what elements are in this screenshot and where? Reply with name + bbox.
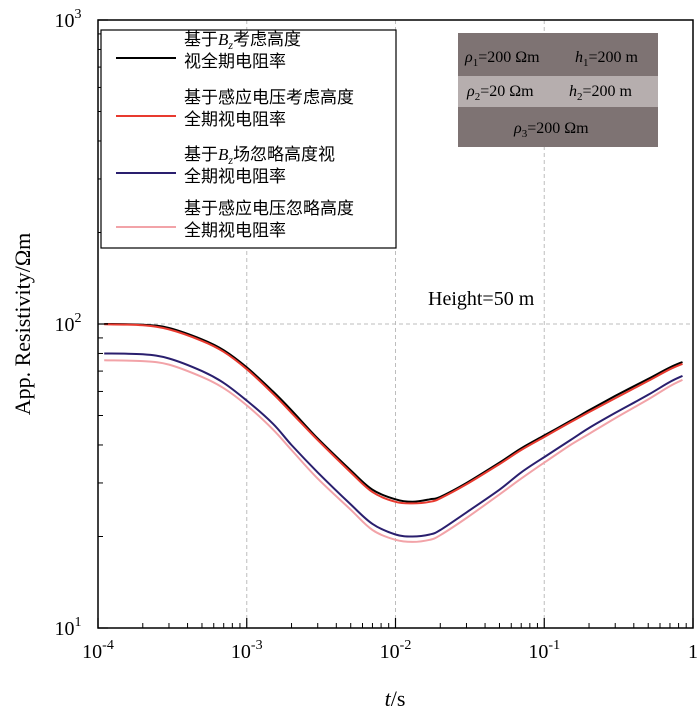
series-line-1 bbox=[104, 323, 683, 503]
series-group bbox=[104, 323, 683, 543]
legend-text-part: 场忽略高度视 bbox=[233, 145, 335, 164]
series-line-2 bbox=[104, 323, 683, 505]
rho-symbol: ρ bbox=[466, 83, 475, 100]
x-label-unit: /s bbox=[391, 686, 406, 711]
series-line-3 bbox=[104, 352, 683, 538]
layer1-rect bbox=[458, 33, 658, 76]
y-tick-base: 10 bbox=[55, 618, 75, 640]
h-value: =200 m bbox=[589, 49, 639, 66]
layer1-label-thickness: h1=200 m bbox=[575, 49, 639, 69]
legend-var-sub: z bbox=[227, 153, 233, 167]
x-tick-exponent: -2 bbox=[400, 638, 412, 653]
x-tick-label: 10-4 bbox=[82, 638, 114, 663]
legend-label-1: 基于Bz考虑高度 bbox=[184, 30, 301, 52]
h-value: =200 m bbox=[583, 83, 633, 100]
h-subscript: 2 bbox=[577, 91, 583, 103]
x-tick-base: 1 bbox=[688, 641, 698, 663]
x-tick-base: 10 bbox=[380, 641, 400, 663]
legend-var: B bbox=[218, 30, 229, 49]
legend-box bbox=[100, 29, 397, 249]
rho-value: =200 Ωm bbox=[527, 120, 589, 137]
h-symbol: h bbox=[575, 49, 583, 66]
rho-subscript: 1 bbox=[473, 57, 479, 69]
y-tick-label: 103 bbox=[55, 7, 82, 32]
legend-text-part: 基于 bbox=[184, 30, 218, 49]
rho-symbol: ρ bbox=[513, 120, 522, 137]
x-tick-base: 10 bbox=[82, 641, 102, 663]
rho-value: =20 Ωm bbox=[480, 83, 534, 100]
y-tick-label: 102 bbox=[55, 311, 82, 336]
legend-text-part: 考虑高度 bbox=[233, 30, 301, 49]
series-line-4 bbox=[104, 359, 683, 543]
legend-text-part: 全期视电阻率 bbox=[184, 110, 286, 129]
legend-text-part: 视全期电阻率 bbox=[184, 52, 286, 71]
legend-text-part: 基于 bbox=[184, 145, 218, 164]
y-tick-exponent: 2 bbox=[75, 311, 82, 326]
legend-var: B bbox=[218, 145, 229, 164]
legend-label-2: 全期视电阻率 bbox=[184, 110, 286, 129]
h-symbol: h bbox=[569, 83, 577, 100]
rho-value: =200 Ωm bbox=[478, 49, 540, 66]
layer-model: ρ1=200 Ωm h1=200 mρ2=20 Ωm h2=200 mρ3=200 … bbox=[458, 33, 658, 147]
x-tick-label: 10-1 bbox=[528, 638, 560, 663]
y-tick-exponent: 3 bbox=[75, 7, 82, 22]
x-tick-base: 10 bbox=[231, 641, 251, 663]
x-label-var: t bbox=[385, 686, 392, 711]
legend-label-4: 基于感应电压忽略高度 bbox=[184, 199, 354, 218]
x-tick-label: 10-2 bbox=[380, 638, 412, 663]
legend-label-4: 全期视电阻率 bbox=[184, 221, 286, 240]
rho-symbol: ρ bbox=[464, 49, 473, 66]
height-annotation: Height=50 m bbox=[428, 288, 535, 310]
layer1-label: ρ1=200 Ωm bbox=[464, 49, 540, 69]
y-tick-base: 10 bbox=[55, 314, 75, 336]
x-tick-base: 10 bbox=[528, 641, 548, 663]
x-tick-exponent: -1 bbox=[548, 638, 560, 653]
rho-subscript: 3 bbox=[522, 128, 528, 140]
legend-label-3: 基于Bz场忽略高度视 bbox=[184, 145, 335, 167]
legend-label-1: 视全期电阻率 bbox=[184, 52, 286, 71]
legend-text-part: 基于感应电压考虑高度 bbox=[184, 88, 354, 107]
legend-text-part: 基于感应电压忽略高度 bbox=[184, 199, 354, 218]
y-tick-base: 10 bbox=[55, 10, 75, 32]
y-tick-label: 101 bbox=[55, 615, 82, 640]
y-tick-exponent: 1 bbox=[75, 615, 82, 630]
legend-label-2: 基于感应电压考虑高度 bbox=[184, 88, 354, 107]
x-tick-exponent: -4 bbox=[102, 638, 114, 653]
layer2-label: ρ2=20 Ωm bbox=[466, 83, 534, 103]
legend-text-part: 全期视电阻率 bbox=[184, 167, 286, 186]
x-tick-label: 1 bbox=[688, 641, 698, 663]
legend-label-3: 全期视电阻率 bbox=[184, 167, 286, 186]
rho-subscript: 2 bbox=[475, 91, 481, 103]
legend: 基于Bz考虑高度视全期电阻率基于感应电压考虑高度全期视电阻率基于Bz场忽略高度视… bbox=[100, 29, 397, 249]
legend-var-sub: z bbox=[227, 38, 233, 52]
layer3-rect bbox=[458, 107, 658, 147]
layer2-rect bbox=[458, 76, 658, 107]
legend-text-part: 全期视电阻率 bbox=[184, 221, 286, 240]
x-axis-label: t/s bbox=[385, 686, 406, 711]
x-tick-label: 10-3 bbox=[231, 638, 263, 663]
h-subscript: 1 bbox=[583, 57, 589, 69]
y-axis-label: App. Resistivity/Ωm bbox=[10, 233, 35, 416]
x-tick-exponent: -3 bbox=[251, 638, 263, 653]
layer3-label: ρ3=200 Ωm bbox=[513, 120, 589, 140]
layer2-label-thickness: h2=200 m bbox=[569, 83, 633, 103]
